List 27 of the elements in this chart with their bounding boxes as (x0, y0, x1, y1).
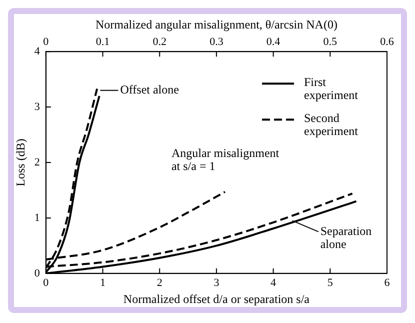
x-tick-label: 0 (43, 276, 50, 289)
legend-label: Second experiment (304, 110, 359, 138)
x2-tick-label: 0.2 (152, 36, 166, 48)
y-tick-label: 1 (34, 212, 40, 224)
x-tick-label: 4 (270, 276, 277, 289)
x-tick-label: 1 (100, 276, 106, 289)
x-tick-label: 3 (214, 276, 220, 289)
y-tick-label: 0 (34, 267, 40, 280)
x2-tick-label: 0.4 (266, 36, 281, 48)
x-tick-label: 5 (327, 276, 334, 289)
y-tick-label: 3 (34, 100, 40, 113)
x2-tick-label: 0.5 (323, 36, 338, 48)
x2-tick-label: 0.3 (210, 36, 224, 48)
y-axis-title: Loss (dB) (13, 138, 28, 186)
annotation: Angular misalignment at s/a = 1 (171, 146, 280, 173)
x2-tick-label: 0 (43, 36, 50, 48)
annotation: Separation alone (320, 224, 372, 251)
annotation: Offset alone (120, 82, 179, 97)
legend-label: First experiment (304, 74, 359, 102)
x-axis-title: Normalized offset d/a or separation s/a (123, 292, 310, 306)
x2-tick-label: 0.6 (380, 36, 394, 48)
x-tick-label: 2 (156, 276, 162, 289)
y-tick-label: 2 (34, 156, 40, 168)
x-tick-label: 6 (384, 276, 390, 289)
y-tick-label: 4 (34, 45, 40, 58)
x2-tick-label: 0.1 (96, 36, 110, 48)
x2-axis-title: Normalized angular misalignment, θ/arcsin NA(0) (95, 17, 338, 32)
